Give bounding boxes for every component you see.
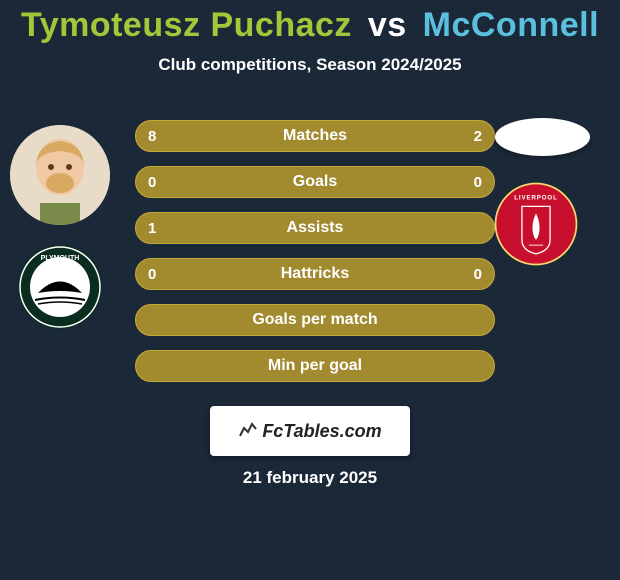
stat-value-left: 1 [148,220,156,237]
player1-column: PLYMOUTH [10,125,110,330]
stat-value-left: 8 [148,128,156,145]
stat-bar-matches: Matches 8 2 [135,120,495,152]
stat-value-right: 2 [474,128,482,145]
stat-value-left: 0 [148,266,156,283]
stat-label: Hattricks [281,265,349,283]
stat-value-left: 0 [148,174,156,191]
stat-bar-hattricks: Hattricks 0 0 [135,258,495,290]
vs-label: vs [368,6,407,44]
stat-label: Goals per match [252,311,377,329]
comparison-title: Tymoteusz Puchacz vs McConnell [0,0,620,45]
stat-label: Min per goal [268,357,362,375]
stat-label: Assists [287,219,344,237]
player1-name: Tymoteusz Puchacz [21,6,352,44]
stat-value-right: 0 [474,174,482,191]
stat-label: Goals [293,173,337,191]
player2-club-badge: LIVERPOOL [492,180,592,265]
stat-bar-goals-per-match: Goals per match [135,304,495,336]
stats-bars: Matches82Goals00Assists1Hattricks00Goals… [135,120,495,396]
date-label: 21 february 2025 [0,468,620,488]
player1-photo [10,125,110,225]
stat-value-right: 0 [474,266,482,283]
stat-label: Matches [283,127,347,145]
subtitle: Club competitions, Season 2024/2025 [0,55,620,75]
player2-photo-placeholder [495,118,590,156]
svg-text:PLYMOUTH: PLYMOUTH [41,255,80,262]
stat-bar-goals: Goals 0 0 [135,166,495,198]
player2-column: LIVERPOOL [492,118,592,265]
source-badge: FcTables.com [210,406,410,456]
stat-bar-min-per-goal: Min per goal [135,350,495,382]
player2-name: McConnell [423,6,599,44]
svg-text:LIVERPOOL: LIVERPOOL [514,194,558,201]
player1-club-badge: PLYMOUTH [10,245,110,330]
source-label: FcTables.com [262,421,381,442]
fctables-icon [238,420,258,443]
stat-bar-assists: Assists 1 [135,212,495,244]
